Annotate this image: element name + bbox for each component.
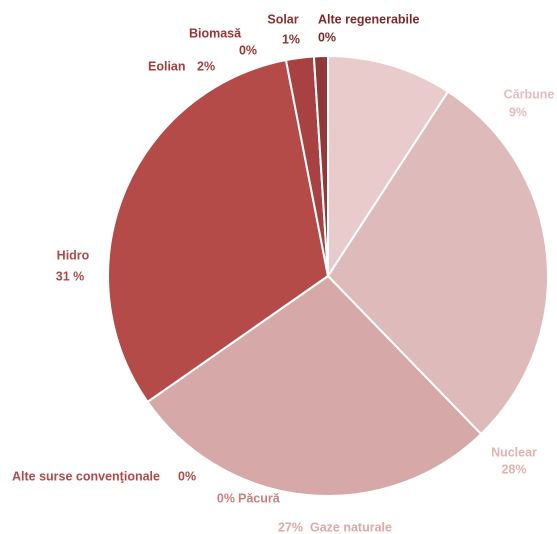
slice-value: 28% <box>501 462 526 476</box>
pie-slice <box>326 90 549 436</box>
slice-label: Cărbune <box>504 87 555 101</box>
slice-label: Gaze naturale <box>310 520 392 534</box>
slice-value: 27% <box>278 520 303 534</box>
slice-label: Nuclear <box>491 445 537 459</box>
slice-label: Păcură <box>238 491 281 505</box>
slice-label: Alte surse convenţionale <box>12 469 160 483</box>
pie-slice <box>107 58 330 404</box>
slice-label: Biomasă <box>189 26 242 40</box>
slice-value: 0% <box>318 30 336 44</box>
slice-value: 0% <box>178 469 196 483</box>
slice-value: 2% <box>197 59 215 73</box>
slice-label: Hidro <box>57 248 90 262</box>
pie-slice <box>327 54 450 280</box>
slice-label: Alte regenerabile <box>318 12 419 26</box>
slice-value: 31 % <box>56 269 85 283</box>
slice-label: Solar <box>267 12 298 26</box>
slice-value: 0% <box>217 491 235 505</box>
slice-label: Eolian <box>148 59 186 73</box>
slice-value: 1% <box>282 32 300 46</box>
pie-slice <box>146 274 483 497</box>
slice-value: 9% <box>509 105 527 119</box>
slice-value: 0% <box>239 43 257 57</box>
